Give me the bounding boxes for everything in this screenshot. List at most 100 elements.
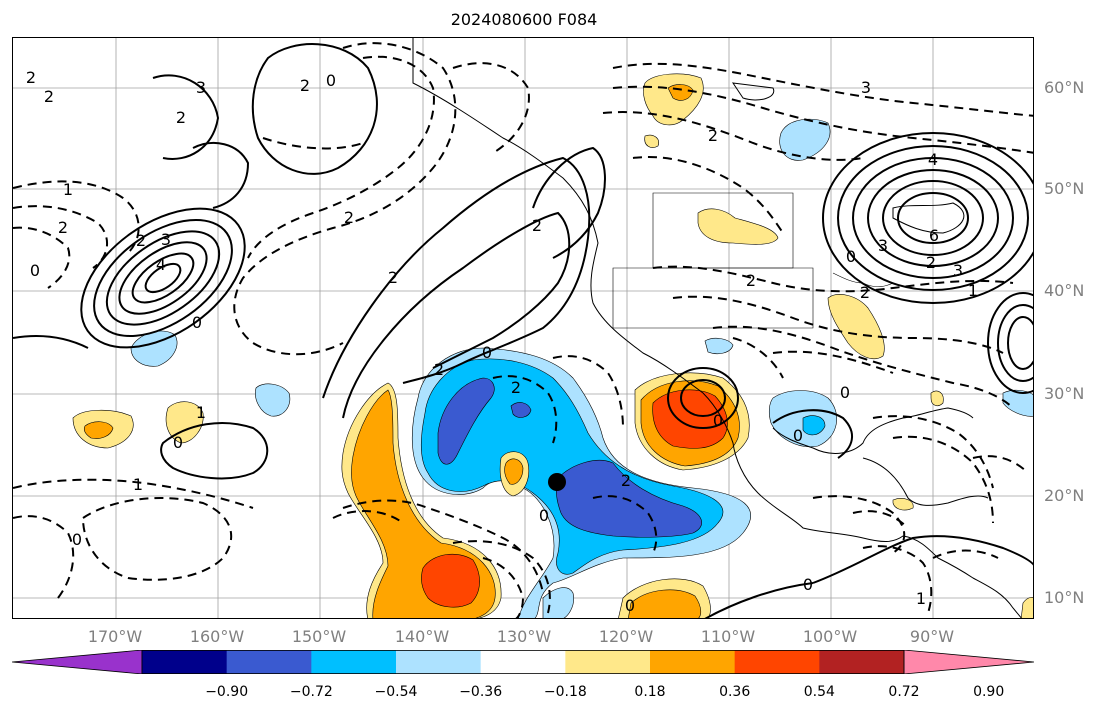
fill-negstrong-mid — [510, 402, 532, 418]
colorbar-segment — [226, 650, 312, 674]
fill-pos-nd — [697, 208, 779, 245]
colorbar-tick-label: 0.90 — [973, 684, 1005, 700]
contour-label: 0 — [72, 530, 82, 549]
contour-label: 1 — [196, 403, 206, 422]
lat-label-20n: 20°N — [1044, 486, 1085, 505]
fill-pos-cbc — [644, 134, 659, 148]
contour-label: 0 — [803, 575, 813, 594]
contour-label: 3 — [861, 78, 871, 97]
fill-negmid-gulf — [802, 415, 826, 436]
contour-label: 2 — [860, 283, 870, 302]
contour-label: 0 — [539, 506, 549, 525]
fill-pos2-mid — [504, 458, 524, 485]
filled-contours — [72, 73, 1033, 618]
contour-label: 2 — [621, 471, 631, 490]
contour-label: 4 — [156, 255, 166, 274]
lon-label-100w: 100°W — [802, 627, 858, 646]
contour-label: 3 — [953, 261, 963, 280]
fill-neg-east — [1002, 389, 1033, 417]
contour-label: 0 — [482, 343, 492, 362]
colorbar-segment — [142, 650, 228, 674]
fill-pos-fl — [930, 390, 944, 407]
fill-pos-alaska — [643, 73, 704, 126]
colorbar-segment — [819, 650, 905, 674]
contour-label: 1 — [133, 475, 143, 494]
colorbar — [12, 650, 1034, 674]
fill-neg-small2 — [704, 337, 734, 355]
colorbar-tick-label: −0.72 — [289, 684, 333, 700]
lat-label-60n: 60°N — [1044, 78, 1085, 97]
lon-label-170w: 170°W — [87, 627, 143, 646]
contour-label: 2 — [511, 378, 521, 397]
fill-pos3-sw — [652, 389, 728, 449]
map-canvas: 2 2 1 2 0 3 4 2 0 2 3 2 0 2 2 2 3 4 3 6 … — [13, 38, 1033, 618]
fill-neg-nw — [779, 118, 831, 161]
contour-label: 2 — [176, 108, 186, 127]
fill-pos-gulf2 — [892, 498, 914, 511]
contour-label: 0 — [30, 261, 40, 280]
colorbar-segment — [396, 650, 482, 674]
fill-pos-texas — [827, 294, 885, 360]
contour-label: 2 — [926, 253, 936, 272]
contour-label: 0 — [713, 411, 723, 430]
contour-label: 0 — [326, 71, 336, 90]
colorbar-segment — [480, 650, 566, 674]
solid-contours — [13, 43, 1033, 618]
fill-negstrong-south — [556, 459, 702, 538]
lon-label-150w: 150°W — [291, 627, 347, 646]
fill-negstrong-arc — [437, 377, 495, 465]
contour-label: 2 — [300, 76, 310, 95]
contour-label: 0 — [625, 596, 635, 615]
map-panel: 2 2 1 2 0 3 4 2 0 2 3 2 0 2 2 2 3 4 3 6 … — [12, 37, 1034, 619]
contour-labels: 2 2 1 2 0 3 4 2 0 2 3 2 0 2 2 2 3 4 3 6 … — [26, 68, 978, 615]
contour-label: 3 — [196, 78, 206, 97]
fill-pos-small — [165, 401, 204, 444]
contour-label: 2 — [58, 218, 68, 237]
colorbar-segment — [734, 650, 820, 674]
lon-label-110w: 110°W — [700, 627, 756, 646]
colorbar-tick-label: 0.54 — [803, 684, 835, 700]
colorbar-extension-low — [12, 650, 143, 674]
fill-pos-se — [1020, 597, 1033, 618]
colorbar-tick-label: 0.18 — [634, 684, 666, 700]
chart-title: 2024080600 F084 — [450, 10, 598, 29]
contour-label: 2 — [344, 208, 354, 227]
colorbar-tick-label: −0.90 — [205, 684, 249, 700]
fill-neg-small1 — [255, 383, 291, 417]
colorbar-tick-label: −0.36 — [459, 684, 503, 700]
contour-label: 1 — [968, 281, 978, 300]
contour-label: 2 — [746, 271, 756, 290]
fill-pos2-west — [83, 421, 114, 439]
contour-label: 2 — [26, 68, 36, 87]
colorbar-outline — [141, 650, 905, 674]
contour-label: 0 — [793, 426, 803, 445]
contour-label: 1 — [916, 589, 926, 608]
contour-label: 3 — [878, 236, 888, 255]
lon-label-160w: 160°W — [189, 627, 245, 646]
contour-label: 0 — [846, 247, 856, 266]
contour-label: 3 — [161, 230, 171, 249]
lon-label-140w: 140°W — [394, 627, 450, 646]
contour-label: 2 — [532, 216, 542, 235]
contour-label: 2 — [388, 268, 398, 287]
colorbar-segment — [565, 650, 651, 674]
contour-label: 1 — [63, 180, 73, 199]
contour-label: 2 — [44, 87, 54, 106]
colorbar-segment — [311, 650, 397, 674]
lon-label-90w: 90°W — [909, 627, 955, 646]
contour-label: 0 — [840, 383, 850, 402]
lat-label-40n: 40°N — [1044, 281, 1085, 300]
colorbar-extension-high — [903, 650, 1034, 674]
dashed-contours — [13, 42, 1033, 618]
lat-label-50n: 50°N — [1044, 179, 1085, 198]
lat-label-10n: 10°N — [1044, 588, 1085, 607]
colorbar-segment — [650, 650, 736, 674]
fill-pos2-south — [628, 589, 702, 618]
contour-label: 4 — [928, 150, 938, 169]
fill-pos3-south — [421, 553, 480, 608]
lat-label-30n: 30°N — [1044, 384, 1085, 403]
contour-label: 0 — [192, 313, 202, 332]
location-marker — [548, 473, 566, 491]
fill-neg-south — [542, 587, 574, 618]
colorbar-tick-label: 0.36 — [719, 684, 751, 700]
